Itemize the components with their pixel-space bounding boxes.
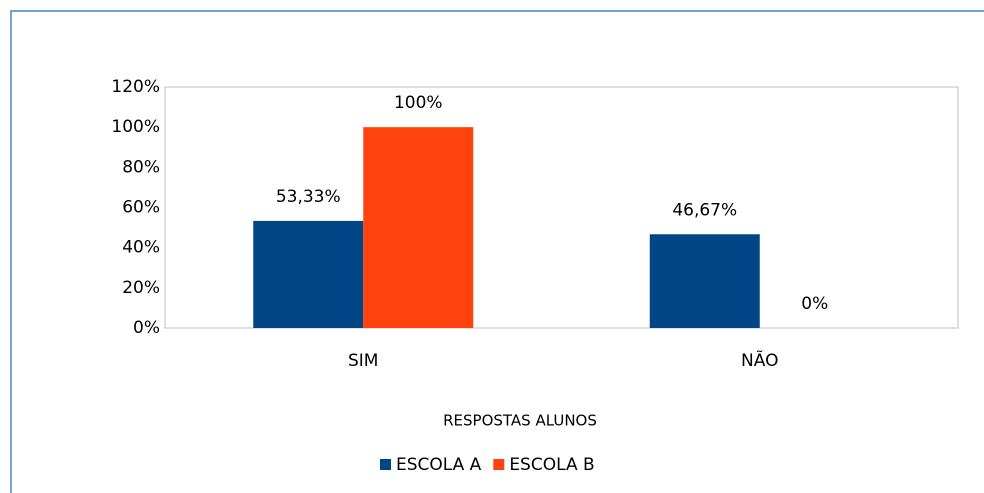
y-tick-label: 20% [122,278,160,298]
y-tick-label: 60% [122,198,160,218]
x-tick-label: NÃO [741,349,778,371]
x-axis-title: RESPOSTAS ALUNOS [443,412,597,430]
y-tick-label: 40% [122,238,160,258]
y-tick-label: 120% [111,77,160,97]
bar [363,127,474,329]
y-tick-label: 80% [122,157,160,177]
y-tick-label: 100% [111,117,160,137]
legend-swatch [380,459,391,470]
plot-area [164,86,959,329]
legend-swatch [493,459,505,470]
data-label: 46,67% [672,200,737,220]
bar [649,234,760,328]
data-label: 53,33% [276,187,341,207]
chart-frame [10,10,984,493]
x-tick-label: SIM [348,351,378,371]
data-label: 100% [394,93,443,113]
legend-label: ESCOLA B [509,455,594,475]
y-tick-label: 0% [133,318,160,338]
bar [253,220,364,328]
data-label: 0% [801,294,828,314]
legend-label: ESCOLA A [396,455,482,475]
